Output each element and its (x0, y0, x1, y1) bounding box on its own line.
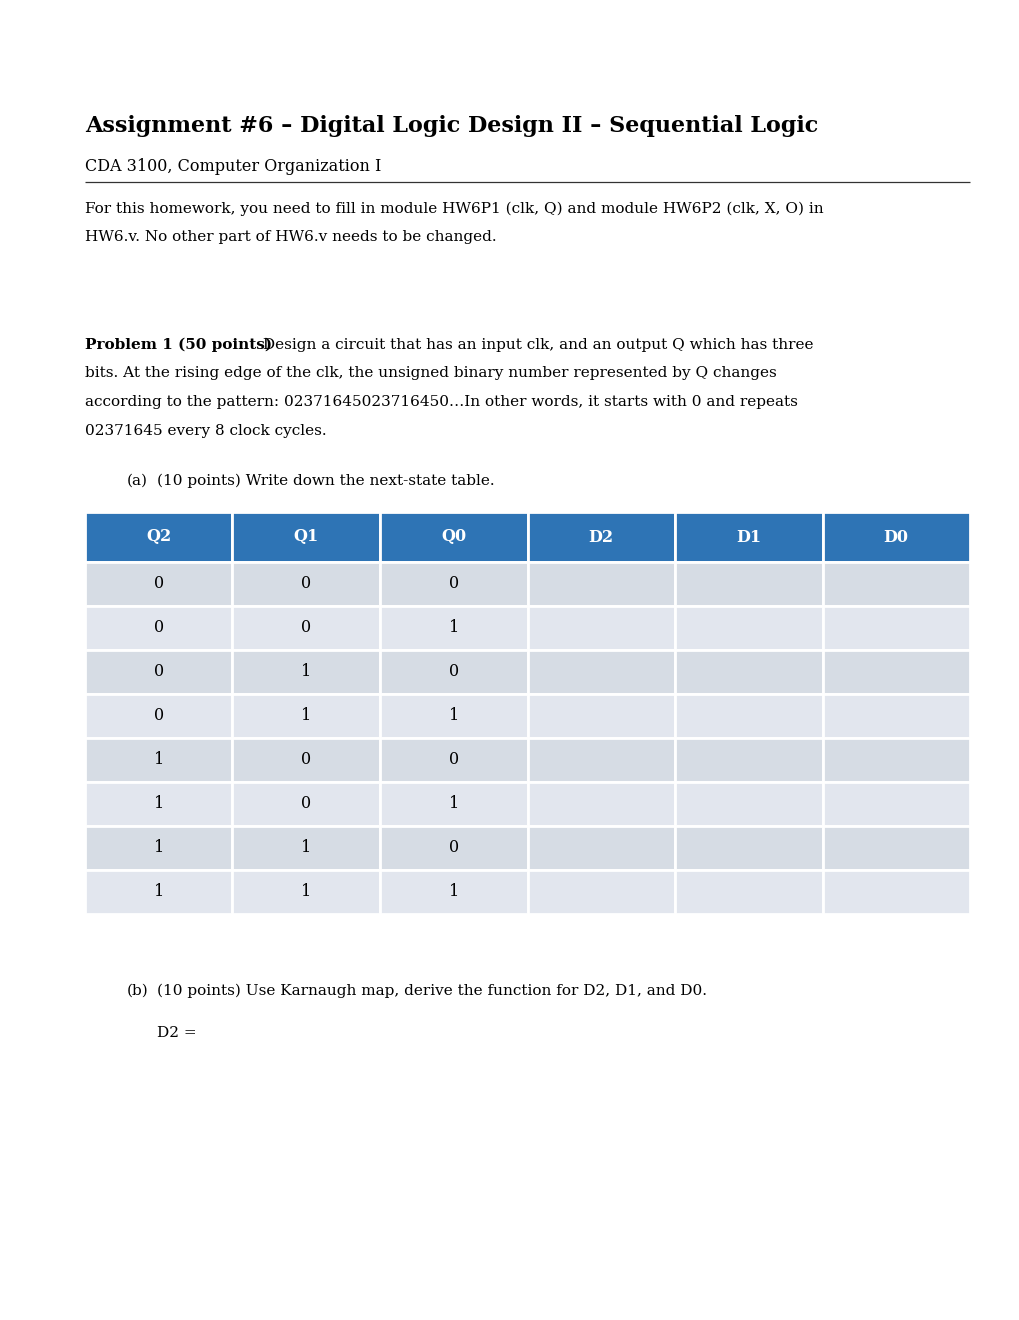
Text: (a): (a) (127, 474, 148, 488)
Text: 0: 0 (448, 664, 459, 681)
FancyBboxPatch shape (821, 826, 969, 870)
Text: 1: 1 (154, 840, 164, 857)
FancyBboxPatch shape (380, 738, 527, 781)
Text: D2: D2 (588, 528, 613, 545)
FancyBboxPatch shape (232, 781, 380, 826)
FancyBboxPatch shape (85, 738, 232, 781)
Text: 1: 1 (448, 619, 459, 636)
FancyBboxPatch shape (527, 562, 675, 606)
FancyBboxPatch shape (380, 562, 527, 606)
Text: Q1: Q1 (293, 528, 319, 545)
Text: (10 points) Use Karnaugh map, derive the function for D2, D1, and D0.: (10 points) Use Karnaugh map, derive the… (157, 983, 706, 998)
FancyBboxPatch shape (380, 694, 527, 738)
Text: 0: 0 (154, 576, 164, 593)
FancyBboxPatch shape (380, 870, 527, 913)
Text: Q0: Q0 (441, 528, 466, 545)
FancyBboxPatch shape (85, 870, 232, 913)
FancyBboxPatch shape (380, 826, 527, 870)
FancyBboxPatch shape (232, 738, 380, 781)
FancyBboxPatch shape (85, 694, 232, 738)
Text: Assignment #6 – Digital Logic Design II – Sequential Logic: Assignment #6 – Digital Logic Design II … (85, 115, 817, 137)
FancyBboxPatch shape (675, 694, 821, 738)
FancyBboxPatch shape (527, 694, 675, 738)
Text: HW6.v. No other part of HW6.v needs to be changed.: HW6.v. No other part of HW6.v needs to b… (85, 231, 496, 244)
FancyBboxPatch shape (821, 562, 969, 606)
FancyBboxPatch shape (85, 649, 232, 694)
Text: 1: 1 (448, 883, 459, 900)
FancyBboxPatch shape (232, 870, 380, 913)
FancyBboxPatch shape (232, 606, 380, 649)
Text: Q2: Q2 (146, 528, 171, 545)
Text: 1: 1 (448, 708, 459, 725)
FancyBboxPatch shape (821, 694, 969, 738)
Text: (b): (b) (127, 983, 149, 998)
FancyBboxPatch shape (527, 738, 675, 781)
FancyBboxPatch shape (527, 606, 675, 649)
FancyBboxPatch shape (527, 870, 675, 913)
Text: 0: 0 (154, 664, 164, 681)
Text: Problem 1 (50 points): Problem 1 (50 points) (85, 338, 272, 352)
FancyBboxPatch shape (85, 826, 232, 870)
FancyBboxPatch shape (527, 512, 675, 562)
Text: 1: 1 (154, 883, 164, 900)
Text: 02371645 every 8 clock cycles.: 02371645 every 8 clock cycles. (85, 424, 326, 437)
Text: 1: 1 (448, 796, 459, 813)
Text: 1: 1 (154, 796, 164, 813)
Text: Design a circuit that has an input clk, and an output Q which has three: Design a circuit that has an input clk, … (258, 338, 813, 352)
FancyBboxPatch shape (675, 870, 821, 913)
FancyBboxPatch shape (821, 781, 969, 826)
Text: For this homework, you need to fill in module HW6P1 (clk, Q) and module HW6P2 (c: For this homework, you need to fill in m… (85, 202, 822, 216)
FancyBboxPatch shape (232, 649, 380, 694)
Text: 1: 1 (154, 751, 164, 768)
Text: 1: 1 (301, 664, 311, 681)
FancyBboxPatch shape (527, 826, 675, 870)
Text: D2 =: D2 = (157, 1026, 197, 1040)
FancyBboxPatch shape (232, 512, 380, 562)
Text: bits. At the rising edge of the clk, the unsigned binary number represented by Q: bits. At the rising edge of the clk, the… (85, 367, 776, 380)
Text: 0: 0 (154, 619, 164, 636)
Text: CDA 3100, Computer Organization I: CDA 3100, Computer Organization I (85, 158, 381, 176)
FancyBboxPatch shape (675, 562, 821, 606)
FancyBboxPatch shape (675, 738, 821, 781)
FancyBboxPatch shape (85, 562, 232, 606)
Text: D0: D0 (882, 528, 908, 545)
FancyBboxPatch shape (527, 649, 675, 694)
FancyBboxPatch shape (675, 606, 821, 649)
FancyBboxPatch shape (85, 512, 232, 562)
Text: according to the pattern: 02371645023716450…In other words, it starts with 0 and: according to the pattern: 02371645023716… (85, 395, 797, 409)
Text: 0: 0 (448, 751, 459, 768)
FancyBboxPatch shape (821, 649, 969, 694)
FancyBboxPatch shape (232, 562, 380, 606)
FancyBboxPatch shape (85, 606, 232, 649)
FancyBboxPatch shape (821, 738, 969, 781)
FancyBboxPatch shape (821, 606, 969, 649)
FancyBboxPatch shape (527, 781, 675, 826)
Text: 1: 1 (301, 883, 311, 900)
Text: D1: D1 (736, 528, 760, 545)
Text: 0: 0 (154, 708, 164, 725)
Text: 1: 1 (301, 840, 311, 857)
Text: 0: 0 (301, 576, 311, 593)
FancyBboxPatch shape (232, 694, 380, 738)
Text: 0: 0 (301, 796, 311, 813)
Text: (10 points) Write down the next-state table.: (10 points) Write down the next-state ta… (157, 474, 494, 488)
Text: 0: 0 (448, 840, 459, 857)
Text: 0: 0 (448, 576, 459, 593)
FancyBboxPatch shape (675, 649, 821, 694)
FancyBboxPatch shape (675, 781, 821, 826)
Text: 1: 1 (301, 708, 311, 725)
FancyBboxPatch shape (821, 870, 969, 913)
FancyBboxPatch shape (821, 512, 969, 562)
Text: 0: 0 (301, 619, 311, 636)
FancyBboxPatch shape (380, 781, 527, 826)
FancyBboxPatch shape (675, 826, 821, 870)
FancyBboxPatch shape (380, 606, 527, 649)
FancyBboxPatch shape (675, 512, 821, 562)
Text: 0: 0 (301, 751, 311, 768)
FancyBboxPatch shape (85, 781, 232, 826)
FancyBboxPatch shape (380, 649, 527, 694)
FancyBboxPatch shape (232, 826, 380, 870)
FancyBboxPatch shape (380, 512, 527, 562)
